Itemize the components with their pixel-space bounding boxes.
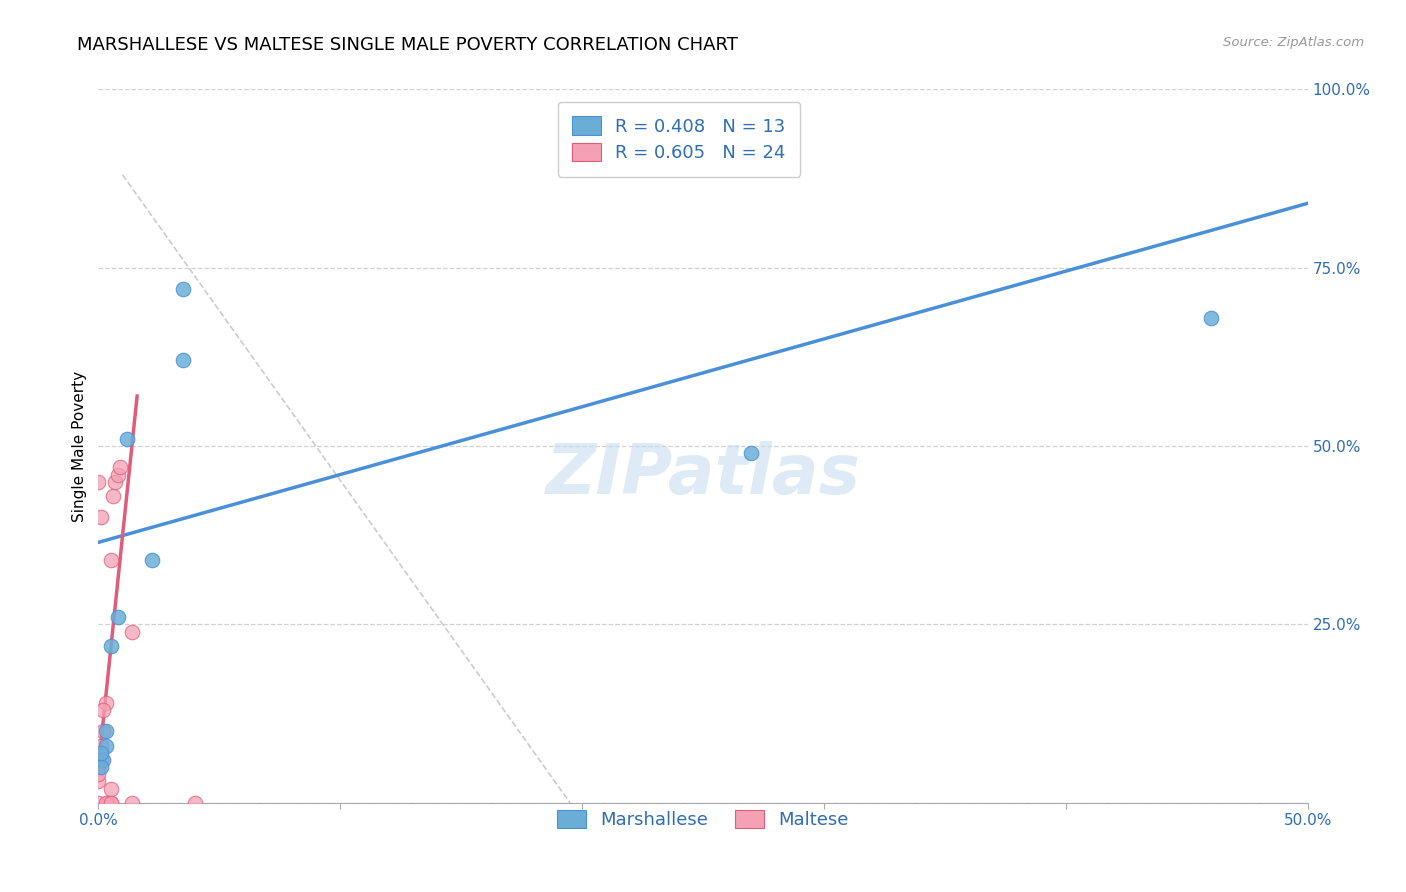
Point <box>91 703 114 717</box>
Point <box>87 796 110 810</box>
Point <box>100 796 122 810</box>
Point <box>740 446 762 460</box>
Point <box>100 796 122 810</box>
Point <box>94 796 117 810</box>
Legend: Marshallese, Maltese: Marshallese, Maltese <box>543 796 863 844</box>
Point <box>104 475 127 489</box>
Point <box>100 781 122 796</box>
Point <box>101 489 124 503</box>
Point <box>90 753 112 767</box>
Point <box>97 796 120 810</box>
Point <box>87 774 110 789</box>
Point <box>121 796 143 810</box>
Point <box>184 796 207 810</box>
Point <box>87 767 110 781</box>
Point <box>117 432 139 446</box>
Y-axis label: Single Male Poverty: Single Male Poverty <box>72 370 87 522</box>
Point <box>172 282 194 296</box>
Point <box>87 475 110 489</box>
Point <box>100 553 122 567</box>
Point <box>91 753 114 767</box>
Point <box>94 696 117 710</box>
Point <box>90 760 112 774</box>
Point <box>90 746 112 760</box>
Point <box>100 639 122 653</box>
Point <box>90 510 112 524</box>
Point <box>107 610 129 624</box>
Text: ZIPatlas: ZIPatlas <box>546 441 860 508</box>
Point <box>91 724 114 739</box>
Point <box>87 760 110 774</box>
Point <box>141 553 163 567</box>
Point <box>94 724 117 739</box>
Point <box>90 739 112 753</box>
Text: MARSHALLESE VS MALTESE SINGLE MALE POVERTY CORRELATION CHART: MARSHALLESE VS MALTESE SINGLE MALE POVER… <box>77 36 738 54</box>
Point <box>172 353 194 368</box>
Point <box>94 739 117 753</box>
Point <box>121 624 143 639</box>
Text: Source: ZipAtlas.com: Source: ZipAtlas.com <box>1223 36 1364 49</box>
Point <box>1199 310 1222 325</box>
Point <box>108 460 131 475</box>
Point <box>107 467 129 482</box>
